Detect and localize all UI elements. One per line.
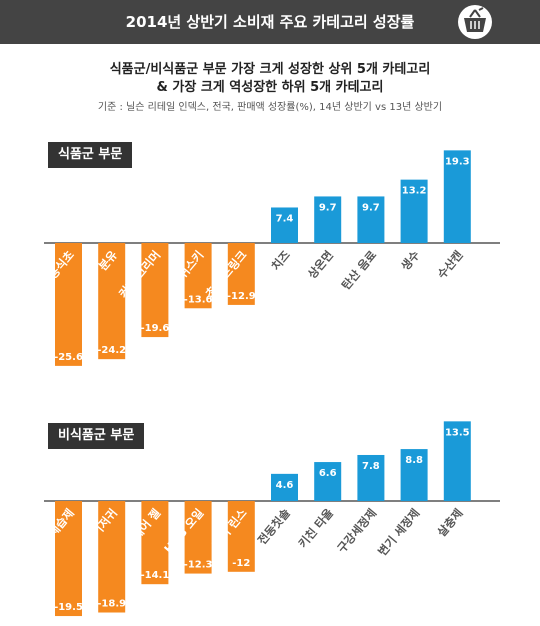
bar-value-label-4: -13.6 bbox=[184, 294, 213, 305]
bar-value-label-4: -12.3 bbox=[184, 560, 213, 571]
category-label-6: 치즈 bbox=[268, 248, 293, 274]
bar-value-label-8: 9.7 bbox=[362, 202, 380, 213]
bar-value-label-6: 7.4 bbox=[276, 213, 294, 224]
bar-9 bbox=[400, 179, 428, 243]
bar-1 bbox=[55, 243, 82, 366]
bar-7 bbox=[314, 462, 342, 501]
chart-subtitle-line1: 식품군/비식품군 부문 가장 크게 성장한 상위 5개 카테고리 bbox=[109, 62, 431, 77]
category-label-8: 구강세정제 bbox=[334, 506, 379, 556]
bar-value-label-1: -25.6 bbox=[54, 352, 83, 363]
bar-value-label-7: 6.6 bbox=[319, 468, 337, 479]
data-basis-note: 기준 : 닐슨 리테일 인덱스, 전국, 판매액 성장률(%), 14년 상반기… bbox=[97, 102, 443, 113]
shopping-basket-icon bbox=[458, 5, 492, 39]
bar-value-label-3: -14.1 bbox=[140, 570, 169, 581]
bar-value-label-7: 9.7 bbox=[319, 202, 337, 213]
bar-1 bbox=[55, 501, 82, 617]
bar-value-label-8: 7.8 bbox=[362, 461, 380, 472]
bar-value-label-10: 19.3 bbox=[445, 156, 470, 167]
bar-value-label-10: 13.5 bbox=[445, 427, 470, 438]
bar-7 bbox=[314, 196, 342, 243]
category-label-6: 전동칫솔 bbox=[255, 506, 293, 548]
bar-2 bbox=[98, 243, 126, 360]
category-label-9: 변기 세정제 bbox=[375, 506, 422, 559]
bar-2 bbox=[98, 501, 126, 613]
bar-value-label-2: -18.9 bbox=[97, 599, 126, 610]
bar-5 bbox=[227, 243, 255, 305]
bar-6 bbox=[271, 473, 298, 501]
bar-value-label-3: -19.6 bbox=[140, 323, 169, 334]
bar-4 bbox=[184, 243, 212, 309]
bar-10 bbox=[443, 421, 471, 501]
bar-4 bbox=[184, 501, 212, 574]
bar-value-label-5: -12 bbox=[232, 558, 250, 569]
bar-value-label-5: -12.9 bbox=[227, 291, 256, 302]
page-title: 2014년 상반기 소비재 주요 카테고리 성장률 bbox=[125, 13, 415, 31]
category-label-10: 살충제 bbox=[434, 506, 465, 539]
bar-8 bbox=[357, 196, 385, 243]
bar-value-label-1: -19.5 bbox=[54, 602, 83, 613]
category-label-8: 탄산 음료 bbox=[339, 248, 380, 293]
bar-3 bbox=[141, 243, 169, 338]
bar-value-label-6: 4.6 bbox=[276, 480, 294, 491]
food-section-label: 식품군 부문 bbox=[48, 142, 133, 168]
nonfood-section-label: 비식품군 부문 bbox=[48, 423, 145, 449]
bar-3 bbox=[141, 501, 169, 585]
bar-10 bbox=[443, 150, 471, 243]
bar-5 bbox=[227, 501, 255, 572]
chart-subtitle-line2: & 가장 크게 역성장한 하위 5개 카테고리 bbox=[156, 80, 384, 95]
bar-6 bbox=[271, 207, 298, 243]
category-label-7: 상온면 bbox=[305, 248, 336, 281]
bar-value-label-2: -24.2 bbox=[97, 345, 126, 356]
bar-value-label-9: 13.2 bbox=[402, 186, 427, 197]
bar-9 bbox=[400, 449, 428, 501]
category-label-10: 수산캔 bbox=[434, 248, 465, 281]
category-label-9: 생수 bbox=[398, 248, 423, 274]
category-label-7: 키친 타올 bbox=[295, 506, 336, 551]
header-bar bbox=[0, 0, 540, 44]
bar-value-label-9: 8.8 bbox=[405, 455, 423, 466]
bar-8 bbox=[357, 454, 385, 501]
